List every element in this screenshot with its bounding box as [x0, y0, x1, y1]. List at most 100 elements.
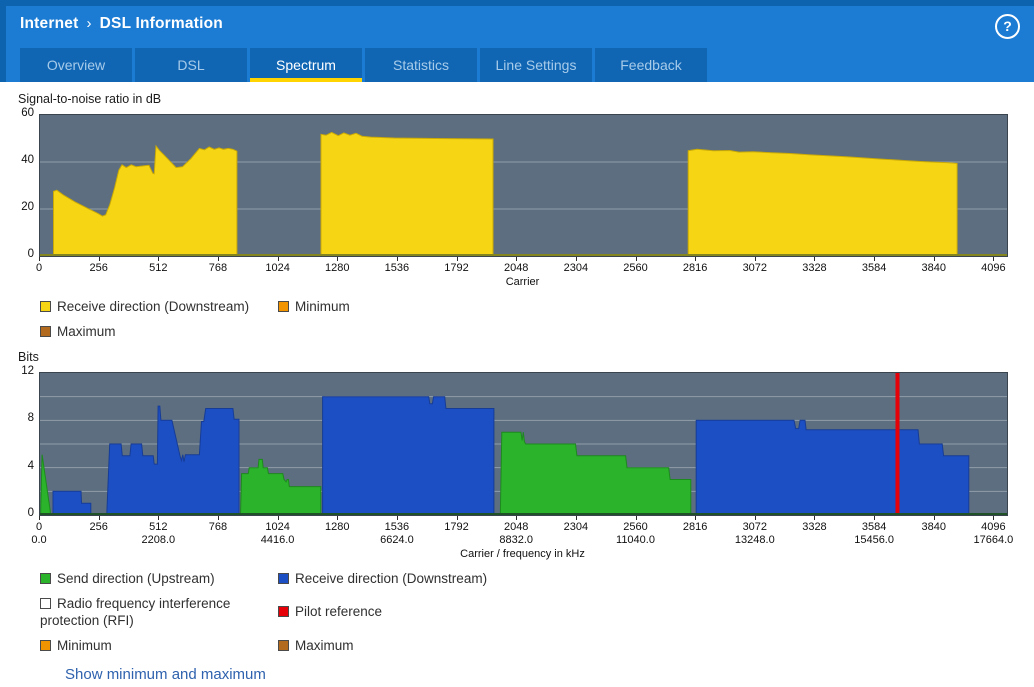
help-icon[interactable]: ?: [995, 14, 1020, 39]
signal-to-noise-ratio-in-db-plot: [39, 114, 1008, 257]
send-direction-upstream-area: [40, 454, 51, 516]
x-axis-tick: [575, 257, 577, 261]
x-axis-tick: [695, 516, 697, 521]
y-axis-label: 0: [27, 248, 34, 260]
x-axis-tick: [39, 257, 40, 261]
breadcrumb: Internet › DSL Information: [20, 15, 223, 33]
tab-feedback[interactable]: Feedback: [595, 48, 707, 82]
signal-to-noise-ratio-in-db-chart-block: Signal-to-noise ratio in dB 0 20 40 60 0 256 51…: [0, 92, 1034, 340]
x-axis-label: 2816: [682, 262, 708, 274]
signal-to-noise-ratio-in-db-chart: 0 20 40 60 0 256 512 768 1024 1280 1536 1792 2048 230…: [0, 107, 1034, 292]
x-axis-tick: [754, 257, 756, 261]
x-axis-label: 3840: [921, 262, 946, 274]
frequency-axis-label: 4416.0: [260, 534, 295, 547]
x-axis-tick: [814, 257, 816, 261]
receive-direction-downstream-area: [53, 144, 238, 256]
tab-line-settings[interactable]: Line Settings: [480, 48, 592, 82]
legend-item-minimum: Minimum: [40, 637, 252, 655]
x-axis-tick: [39, 516, 40, 521]
bits-legend: Send direction (Upstream) Receive directi…: [40, 570, 1034, 654]
x-axis-tick: [217, 257, 219, 261]
x-axis-label: 768: [208, 262, 228, 274]
receive-direction-downstream-area: [322, 396, 495, 516]
x-axis-tick: [277, 257, 279, 261]
x-axis-label: 1024: [265, 521, 290, 534]
receive-direction-downstream-area: [695, 419, 970, 516]
receive-direction-downstream-area: [320, 131, 494, 256]
x-axis-label: 1792: [444, 262, 469, 274]
x-axis-label: 1792: [444, 521, 469, 534]
charts-container: Signal-to-noise ratio in dB 0 20 40 60 0 256 51…: [0, 92, 1034, 654]
x-axis-tick: [516, 516, 518, 521]
receive-direction-downstream-area: [52, 490, 92, 516]
x-axis-label: 3072: [742, 521, 768, 534]
x-axis-label: 3328: [802, 262, 827, 274]
x-axis-label: 1536: [384, 521, 410, 534]
breadcrumb-separator-icon: ›: [86, 15, 92, 32]
x-axis-label: 512: [149, 262, 168, 274]
x-axis-tick: [158, 257, 160, 261]
legend-item-pilot-reference: Pilot reference: [278, 603, 490, 621]
x-axis-tick: [456, 516, 458, 521]
tab-dsl[interactable]: DSL: [135, 48, 247, 82]
show-min-max-link[interactable]: Show minimum and maximum: [65, 666, 266, 684]
tab-overview[interactable]: Overview: [20, 48, 132, 82]
x-axis-tick: [575, 516, 577, 521]
frequency-axis-label: 11040.0: [616, 534, 655, 547]
y-axis-label: 0: [27, 507, 34, 520]
x-axis-label: 256: [89, 521, 108, 534]
tab-spectrum[interactable]: Spectrum: [250, 48, 362, 82]
x-axis-label: 2048: [503, 262, 529, 274]
bits-chart: 0 4 8 12 0 256 512 768 1024 1280 1536 1792 2048 2304 2…: [0, 365, 1034, 564]
x-axis-tick: [396, 257, 398, 261]
signal-to-noise-ratio-in-db-legend: Receive direction (Downstream) Minimum Max…: [40, 298, 1034, 340]
receive-direction-downstream-area: [106, 405, 240, 516]
frequency-axis-label: 13248.0: [734, 534, 775, 547]
x-axis-tick: [814, 516, 816, 521]
bits-x-axis-caption: Carrier / frequency in kHz: [460, 548, 585, 561]
legend-swatch-maximum: [278, 639, 289, 651]
x-axis-label: 1024: [265, 262, 290, 274]
legend-swatch-receive-direction-downstream: [40, 301, 51, 312]
signal-to-noise-ratio-in-db-chart-title: Signal-to-noise ratio in dB: [18, 92, 162, 106]
window-frame-top: [0, 0, 1034, 6]
x-axis-tick: [933, 516, 935, 521]
x-axis-tick: [98, 516, 100, 521]
breadcrumb-dsl-information: DSL Information: [99, 15, 223, 32]
x-axis-tick: [158, 516, 160, 521]
breadcrumb-internet[interactable]: Internet: [20, 15, 79, 32]
x-axis-label: 1280: [325, 262, 350, 274]
x-axis-label: 2560: [623, 262, 648, 274]
frequency-axis-label: 2208.0: [141, 534, 176, 547]
legend-swatch-pilot-reference: [278, 606, 289, 618]
x-axis-label: 3840: [921, 521, 946, 534]
x-axis-tick: [695, 257, 697, 261]
legend-item-radio-frequency-interference-protection-: Radio frequency interference protection …: [40, 595, 231, 629]
tab-statistics[interactable]: Statistics: [365, 48, 477, 82]
x-axis-tick: [754, 516, 756, 521]
frequency-axis-label: 6624.0: [380, 534, 414, 547]
frequency-axis-label: 17664.0: [973, 534, 1014, 547]
x-axis-label: 3584: [861, 521, 887, 534]
signal-to-noise-ratio-in-db-x-axis-caption: Carrier: [505, 276, 540, 288]
send-direction-upstream-area: [240, 458, 322, 516]
legend-item-receive-direction-downstream: Receive direction (Downstream): [40, 298, 252, 316]
x-axis-tick: [337, 516, 339, 521]
x-axis-label: 3328: [802, 521, 827, 534]
x-axis-label: 768: [208, 521, 228, 534]
y-axis-label: 12: [21, 365, 34, 378]
x-axis-label: 1280: [325, 521, 350, 534]
x-axis-label: 4096: [981, 262, 1006, 274]
bits-plot: [39, 372, 1008, 517]
x-axis-tick: [635, 516, 637, 521]
x-axis-label: 0: [35, 521, 43, 534]
y-axis-label: 4: [27, 459, 34, 472]
x-axis-label: 4096: [981, 521, 1006, 534]
legend-swatch-receive-direction-downstream: [278, 573, 289, 585]
x-axis-label: 2048: [503, 521, 529, 534]
x-axis-label: 2304: [563, 521, 589, 534]
x-axis-tick: [396, 516, 398, 521]
x-axis-label: 256: [89, 262, 108, 274]
y-axis-label: 40: [21, 154, 34, 166]
x-axis-tick: [98, 257, 100, 261]
